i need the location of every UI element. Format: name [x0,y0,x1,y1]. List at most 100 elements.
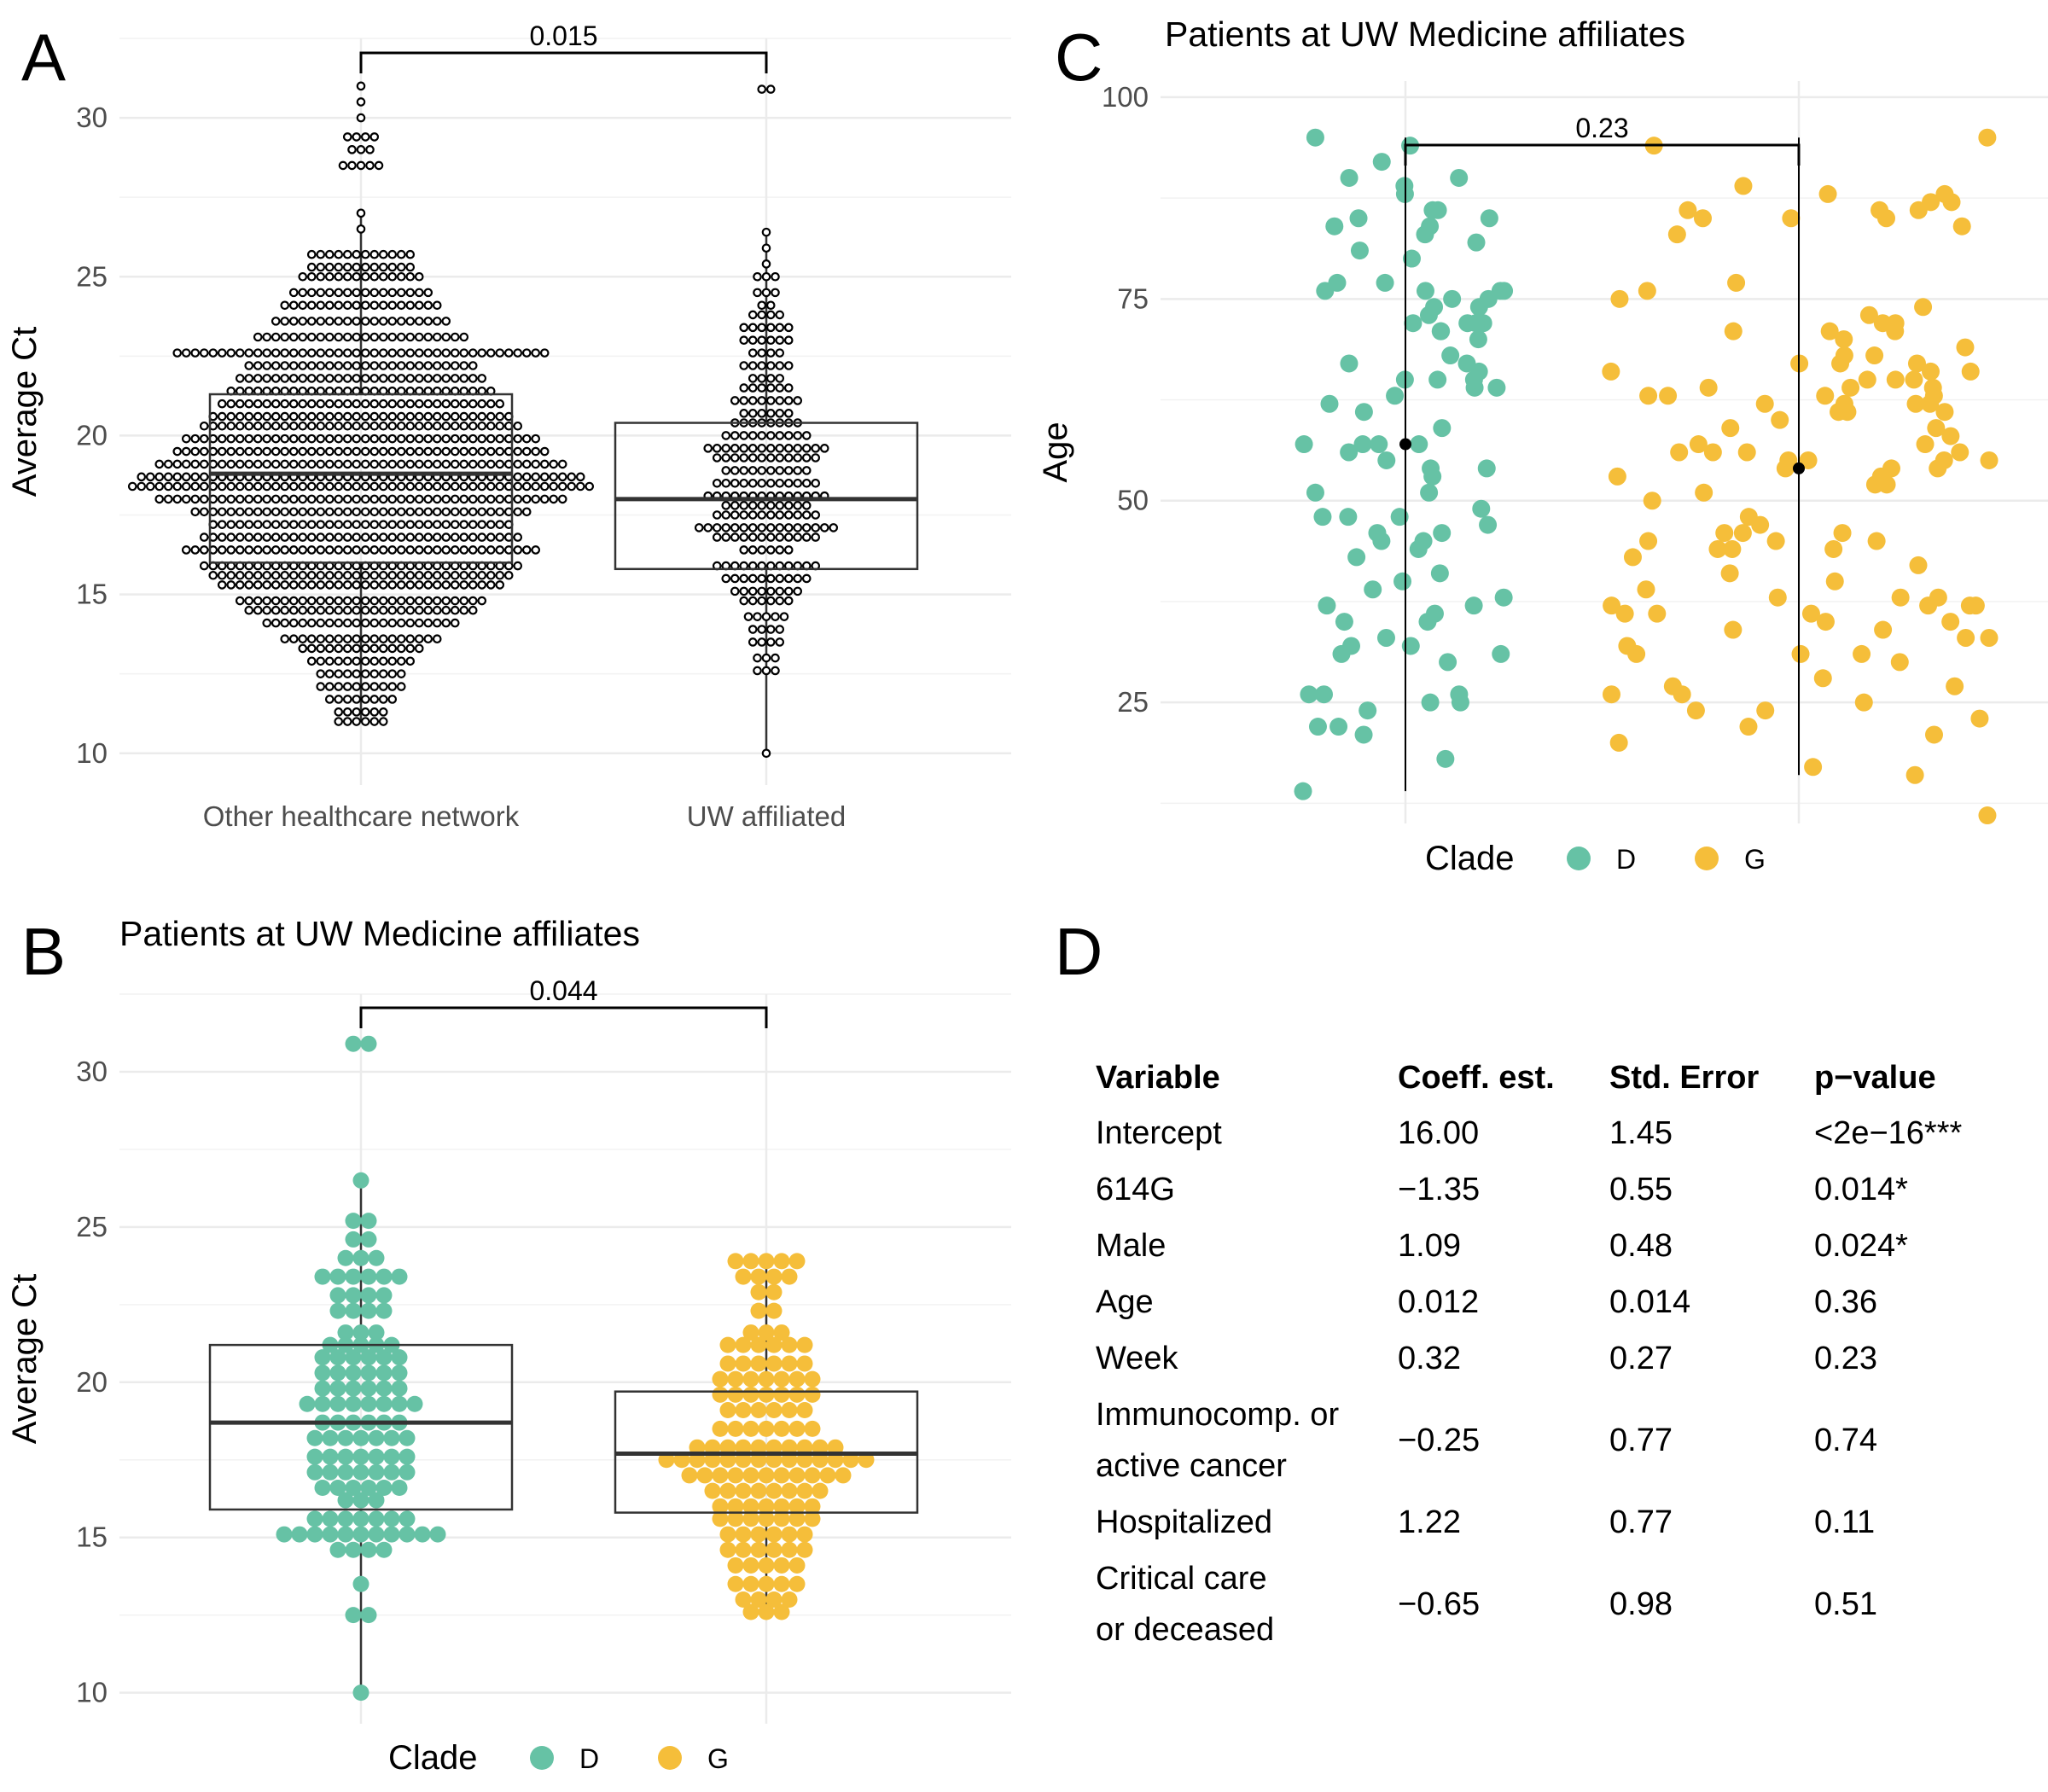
data-point [513,494,523,504]
data-point [423,421,433,431]
data-point [280,411,290,422]
data-point [217,399,227,409]
data-point [334,459,344,469]
data-point [459,545,469,555]
data-point [405,421,416,431]
data-point [163,459,173,469]
data-point-g [742,1575,759,1592]
data-point [298,433,308,444]
data-point-d [391,1268,408,1285]
data-point [369,374,380,383]
data-point [387,618,398,628]
data-point-g [1639,532,1658,550]
data-point [127,481,137,492]
data-point [753,666,762,676]
data-point [262,374,272,383]
data-point-g [1941,613,1960,631]
data-point-g [712,1420,729,1437]
data-point-g [1961,362,1980,381]
data-point-d [399,1526,416,1543]
data-point [793,532,803,542]
data-point [324,570,335,580]
data-point [468,532,478,542]
data-point-g [1609,733,1628,752]
data-point-g [773,1370,790,1388]
data-point-g [750,1482,767,1499]
data-point [342,348,352,358]
data-point [423,433,433,444]
data-point-d [1436,749,1455,768]
data-point [342,695,352,704]
data-point [775,625,785,634]
table-cell-coef: 16.00 [1398,1115,1479,1151]
data-point [432,634,442,644]
data-point [730,532,740,542]
data-point [521,433,532,444]
data-point [298,399,308,409]
data-point [387,682,398,691]
data-point [172,348,183,358]
data-point [316,656,326,666]
data-point-d [368,1526,385,1543]
data-point [226,459,236,469]
data-point [324,411,335,422]
data-point-g [750,1302,767,1319]
data-point-g [689,1439,706,1456]
data-point [360,481,370,492]
data-point [342,520,352,529]
data-point-g [719,1526,736,1543]
data-point [432,361,442,370]
data-point-d [352,1172,369,1189]
data-point-d [306,1526,323,1543]
data-point [253,332,263,342]
data-point [450,532,460,542]
data-point [334,618,344,628]
data-point [280,520,290,529]
data-point-d [322,1448,339,1465]
data-point-d [1393,572,1412,591]
data-point [432,481,442,492]
data-point [181,494,191,504]
data-point [414,507,424,517]
data-point [531,494,541,504]
data-point [396,374,406,383]
data-point [280,618,290,628]
data-point [405,634,416,644]
data-point [352,300,362,311]
data-point [226,399,236,409]
data-point [739,573,749,584]
data-point [235,570,245,580]
data-point [154,481,165,492]
data-point [262,399,272,409]
data-point-d [352,1510,369,1527]
data-point-d [299,1395,316,1412]
data-point [288,507,299,517]
data-point-d [1431,322,1450,340]
data-point-d [1492,644,1510,663]
data-point [765,444,776,453]
data-point [262,507,272,517]
data-point-d [314,1349,331,1366]
data-point [262,348,272,358]
data-point [486,494,496,504]
y-tick-label: 30 [76,1056,108,1087]
data-point [369,605,380,615]
table-cell-se: 0.27 [1609,1341,1673,1376]
data-point [342,459,352,469]
data-point-g [1670,443,1689,462]
data-point-g [781,1482,798,1499]
data-point [352,596,362,606]
data-point [765,396,776,405]
data-point-g [1946,677,1964,695]
data-point [378,618,388,628]
data-point [217,446,227,457]
data-point [342,707,352,717]
data-point-d [1491,282,1510,300]
data-point-d [345,1268,362,1285]
data-point [513,532,523,542]
data-point [486,570,496,580]
data-point [280,300,290,311]
data-point [352,545,362,555]
data-point [477,481,487,492]
